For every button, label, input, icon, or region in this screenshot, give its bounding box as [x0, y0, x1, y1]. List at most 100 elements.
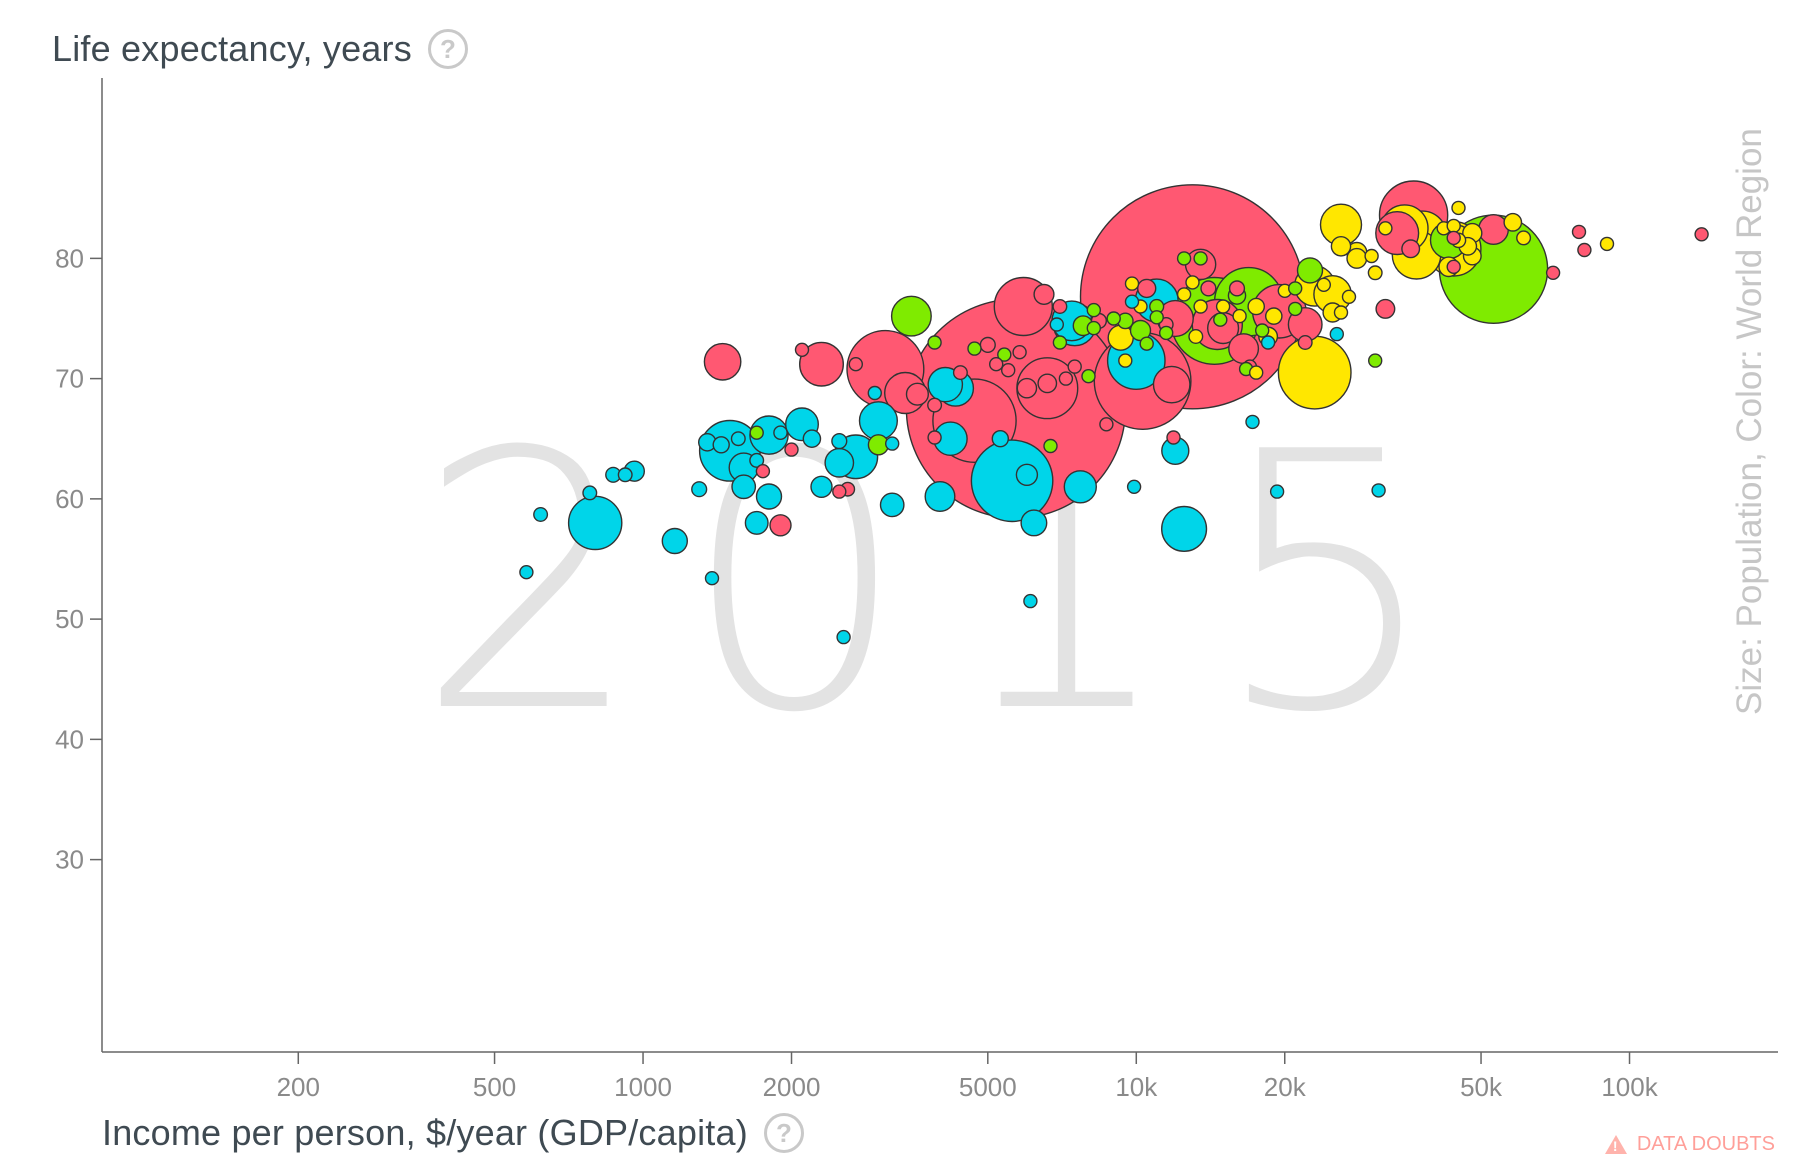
bubble-asia[interactable] — [1058, 371, 1074, 386]
y-axis-title[interactable]: Life expectancy, years — [52, 28, 412, 69]
bubble-asia[interactable] — [1694, 227, 1709, 242]
bubble-asia[interactable] — [703, 342, 742, 381]
bubble-africa[interactable] — [1260, 335, 1276, 350]
bubble-asia[interactable] — [1152, 365, 1191, 404]
bubble-africa[interactable] — [661, 527, 688, 555]
bubble-asia[interactable] — [784, 442, 799, 457]
bubble-europe[interactable] — [1446, 218, 1461, 234]
bubble-africa[interactable] — [885, 436, 900, 451]
bubble-africa[interactable] — [970, 439, 1054, 523]
bubble-europe[interactable] — [1215, 299, 1231, 314]
bubble-asia[interactable] — [1016, 377, 1038, 399]
bubble-europe[interactable] — [1330, 235, 1352, 257]
bubble-europe[interactable] — [1378, 221, 1393, 236]
bubble-africa[interactable] — [867, 385, 882, 401]
bubble-asia[interactable] — [952, 365, 968, 381]
bubble-asia[interactable] — [848, 357, 863, 372]
data-doubts-link[interactable]: ! DATA DOUBTS — [1604, 1133, 1775, 1156]
bubble-asia[interactable] — [1375, 298, 1396, 319]
bubble-asia[interactable] — [1037, 373, 1058, 394]
bubble-americas[interactable] — [1287, 301, 1303, 317]
bubble-asia[interactable] — [1401, 239, 1421, 259]
bubble-asia[interactable] — [927, 397, 943, 413]
bubble-europe[interactable] — [1503, 212, 1523, 232]
bubble-asia[interactable] — [1446, 230, 1461, 246]
bubble-europe[interactable] — [1364, 248, 1379, 264]
bubble-europe[interactable] — [1185, 275, 1200, 290]
bubble-americas[interactable] — [1367, 353, 1383, 368]
bubble-africa[interactable] — [617, 467, 633, 483]
bubble-asia[interactable] — [1166, 430, 1181, 445]
x-help-icon[interactable]: ? — [763, 1113, 804, 1153]
bubble-europe[interactable] — [1599, 236, 1615, 252]
bubble-asia[interactable] — [1012, 345, 1027, 360]
bubble-asia[interactable] — [1571, 224, 1587, 240]
bubble-africa[interactable] — [824, 447, 855, 478]
bubble-asia[interactable] — [1446, 259, 1461, 274]
bubble-africa[interactable] — [1329, 326, 1345, 342]
bubble-africa[interactable] — [802, 429, 822, 449]
bubble-africa[interactable] — [567, 495, 623, 551]
bubble-asia[interactable] — [1052, 299, 1068, 315]
bubble-asia[interactable] — [794, 342, 810, 357]
bubble-americas[interactable] — [1086, 320, 1102, 336]
bubble-africa[interactable] — [1063, 470, 1098, 504]
bubble-africa[interactable] — [1160, 505, 1208, 553]
bubble-africa[interactable] — [1015, 463, 1039, 486]
bubble-europe[interactable] — [1516, 230, 1532, 246]
bubble-africa[interactable] — [749, 415, 789, 455]
bubble-africa[interactable] — [691, 481, 708, 498]
bubble-africa[interactable] — [1371, 483, 1386, 498]
bubble-americas[interactable] — [1254, 323, 1270, 338]
bubble-africa[interactable] — [749, 452, 765, 468]
bubble-africa[interactable] — [1023, 593, 1038, 609]
bubble-africa[interactable] — [836, 629, 851, 645]
bubble-europe[interactable] — [1265, 307, 1283, 325]
bubble-africa[interactable] — [755, 483, 783, 510]
bubble-americas[interactable] — [1043, 438, 1058, 454]
bubble-africa[interactable] — [1124, 294, 1140, 309]
bubble-europe[interactable] — [1118, 353, 1133, 368]
bubble-asia[interactable] — [905, 382, 929, 406]
bubble-europe[interactable] — [1451, 200, 1466, 216]
bubble-americas[interactable] — [890, 295, 932, 337]
size-color-label[interactable]: Size: Population, Color: World Region — [1730, 128, 1769, 715]
bubble-asia[interactable] — [979, 336, 996, 354]
bubble-europe[interactable] — [1367, 265, 1383, 281]
bubble-africa[interactable] — [704, 571, 720, 586]
bubble-africa[interactable] — [1126, 479, 1142, 494]
bubble-americas[interactable] — [1052, 335, 1068, 350]
bubble-europe[interactable] — [1316, 277, 1332, 292]
bubble-asia[interactable] — [1477, 213, 1509, 245]
bubble-africa[interactable] — [519, 565, 534, 580]
bubble-europe[interactable] — [1193, 299, 1208, 314]
bubble-africa[interactable] — [1020, 509, 1048, 537]
bubble-asia[interactable] — [1228, 280, 1246, 297]
bubble-asia[interactable] — [1136, 278, 1157, 299]
bubble-americas[interactable] — [1287, 281, 1303, 296]
bubble-africa[interactable] — [831, 433, 848, 450]
bubble-europe[interactable] — [1248, 365, 1264, 380]
bubble-americas[interactable] — [1139, 336, 1154, 351]
bubble-europe[interactable] — [1176, 287, 1192, 302]
bubble-asia[interactable] — [832, 484, 847, 499]
bubble-asia[interactable] — [755, 464, 771, 479]
bubble-europe[interactable] — [1247, 297, 1265, 316]
bubble-africa[interactable] — [712, 436, 730, 454]
bubble-asia[interactable] — [1545, 265, 1561, 280]
bubble-asia[interactable] — [927, 430, 942, 445]
bubble-asia[interactable] — [769, 514, 792, 537]
bubble-asia[interactable] — [1067, 359, 1082, 374]
y-help-icon[interactable]: ? — [427, 29, 468, 69]
bubble-asia[interactable] — [1099, 417, 1114, 432]
bubble-africa[interactable] — [582, 485, 598, 501]
bubble-americas[interactable] — [1149, 310, 1164, 325]
bubble-africa[interactable] — [810, 475, 833, 498]
bubble-americas[interactable] — [967, 341, 982, 356]
bubble-asia[interactable] — [989, 357, 1004, 372]
bubble-africa[interactable] — [1269, 484, 1285, 499]
bubble-europe[interactable] — [1277, 335, 1352, 410]
bubble-americas[interactable] — [997, 347, 1012, 362]
bubble-africa[interactable] — [1049, 317, 1065, 332]
bubble-americas[interactable] — [1213, 312, 1228, 327]
